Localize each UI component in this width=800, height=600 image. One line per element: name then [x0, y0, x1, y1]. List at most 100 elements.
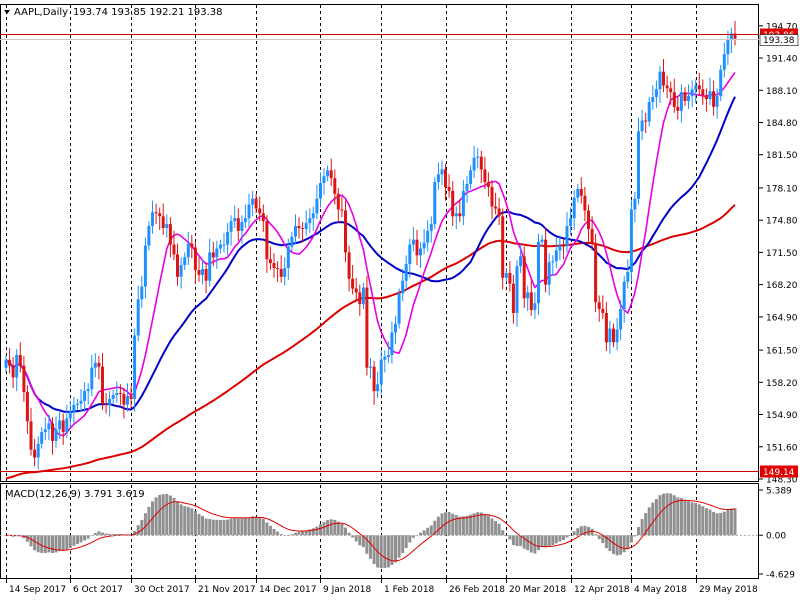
triangle-down-icon[interactable] [4, 10, 10, 14]
ma-slow-line [5, 204, 736, 480]
macd-bar [54, 535, 58, 553]
candle-up [476, 156, 480, 158]
candle-up [411, 239, 415, 245]
price-tick-label: 184.80 [766, 119, 798, 129]
macd-bar [629, 535, 633, 543]
candle-up [136, 299, 140, 336]
candle-down [29, 421, 33, 450]
macd-bar [722, 511, 726, 536]
price-tick-label: 174.80 [766, 217, 798, 227]
macd-bar [572, 531, 576, 536]
macd-bar [329, 519, 333, 536]
candle-up [436, 174, 440, 183]
candle-up [519, 256, 523, 267]
macd-bar [315, 526, 319, 536]
candle-up [251, 198, 255, 205]
time-tick-label: 14 Dec 2017 [259, 585, 317, 595]
macd-bar [576, 528, 580, 536]
candle-down [104, 403, 108, 405]
candle-up [72, 404, 76, 412]
candle-up [461, 190, 465, 217]
macd-bar [726, 510, 730, 536]
candle-down [665, 85, 669, 89]
macd-bar [311, 528, 315, 536]
price-tick-label: 194.70 [766, 22, 798, 32]
candle-down [51, 423, 54, 441]
candle-up [651, 97, 655, 102]
candle-up [640, 120, 644, 132]
macd-bar [454, 515, 458, 536]
candle-up [108, 398, 112, 405]
macd-bar [404, 535, 408, 548]
candle-down [118, 393, 122, 394]
macd-bar [336, 521, 340, 536]
macd-bar [597, 535, 601, 540]
macd-bar [369, 535, 372, 559]
candle-up [40, 432, 44, 444]
candle-down [340, 209, 344, 211]
candle-down [33, 449, 37, 458]
candle-up [90, 367, 94, 390]
candle-up [401, 280, 405, 294]
candle-down [415, 239, 419, 256]
macd-bar [136, 525, 140, 536]
macd-bar [265, 522, 269, 536]
macd-bar [176, 501, 179, 536]
macd-bar [211, 519, 215, 536]
candle-down [508, 272, 512, 284]
candle-up [429, 224, 433, 231]
macd-bar [640, 519, 644, 536]
macd-bar [279, 534, 283, 536]
candle-down [301, 228, 305, 229]
candle-up [715, 96, 719, 107]
candle-down [494, 206, 498, 209]
candle-up [115, 393, 119, 395]
candle-up [472, 157, 476, 171]
candle-down [329, 170, 333, 179]
macd-bar [508, 535, 512, 540]
candle-up [65, 418, 69, 433]
macd-bar [251, 516, 255, 536]
macd-bar [637, 527, 640, 536]
macd-bar [665, 493, 669, 536]
candle-down [701, 89, 705, 96]
chart-symbol: AAPL,Daily [14, 7, 68, 18]
macd-bar [97, 531, 101, 536]
macd-bar [626, 535, 630, 550]
macd-bar [29, 535, 33, 547]
candle-up [569, 218, 573, 226]
candle-up [554, 250, 558, 262]
candle-up [608, 328, 612, 343]
price-axis: 194.70 191.40 188.10 184.80 181.50 178.10 174.… [759, 22, 798, 486]
candle-up [394, 323, 397, 333]
candle-down [601, 309, 605, 313]
macd-bar [183, 506, 187, 536]
candle-down [579, 188, 583, 196]
candles [4, 20, 737, 470]
candle-up [526, 292, 530, 299]
candle-down [22, 365, 26, 393]
candle-down [486, 182, 490, 187]
candle-down [61, 420, 65, 433]
candle-up [243, 218, 247, 223]
macd-bar [319, 524, 322, 536]
candle-up [469, 170, 473, 184]
candle-down [176, 254, 179, 277]
macd-bar [544, 535, 548, 548]
candle-down [704, 95, 708, 99]
macd-bar [469, 514, 473, 536]
price-tag-box [760, 465, 798, 478]
candle-up [404, 264, 408, 281]
candle-up [76, 403, 79, 405]
macd-bar [429, 525, 433, 536]
macd-bar [604, 535, 608, 549]
macd-bar [165, 493, 169, 536]
macd-bar [201, 516, 204, 536]
macd-bar [558, 535, 562, 542]
macd-pane-frame [0, 483, 759, 579]
candle-up [408, 244, 412, 265]
macd-bar [33, 535, 37, 551]
price-tick-label: 161.50 [766, 347, 798, 357]
